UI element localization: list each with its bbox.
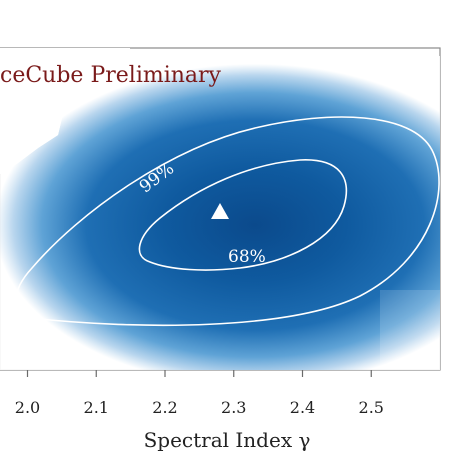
x-tick-label: 2.1	[84, 398, 109, 417]
x-tick-label: 2.5	[359, 398, 384, 417]
faded-edge	[380, 290, 440, 370]
contour-99	[15, 116, 440, 327]
x-axis-title: Spectral Index γ	[144, 428, 311, 452]
contour-68	[138, 159, 348, 271]
x-axis: 2.0 2.1 2.2 2.3 2.4 2.5	[15, 370, 384, 417]
icecube-preliminary-label: ceCube Preliminary	[0, 63, 222, 88]
x-tick-label: 2.4	[290, 398, 315, 417]
contour-68-label: 68%	[228, 247, 266, 267]
x-tick-label: 2.3	[221, 398, 246, 417]
x-tick-label: 2.0	[15, 398, 40, 417]
x-tick-label: 2.2	[152, 398, 177, 417]
best-fit-marker	[211, 203, 229, 219]
excluded-region	[0, 48, 130, 175]
